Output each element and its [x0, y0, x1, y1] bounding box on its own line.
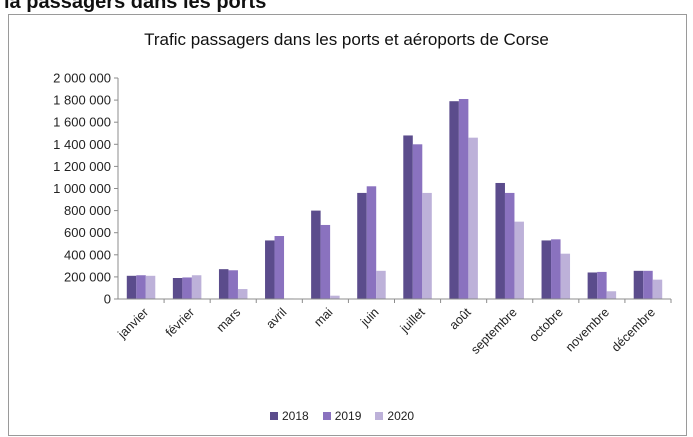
bar-2019-mai [320, 224, 331, 299]
bar-2020-juin [376, 270, 386, 299]
chart-frame [8, 14, 687, 436]
y-tick-label: 2 000 000 [53, 71, 111, 86]
bar-2018-mai [311, 210, 321, 299]
x-tick-label: octobre [527, 305, 566, 344]
bar-2018-février [172, 278, 183, 299]
bar-2018-août [449, 101, 459, 299]
bar-2018-octobre [541, 240, 552, 299]
y-tick-label: 200 000 [64, 269, 111, 284]
y-tick-label: 400 000 [64, 247, 111, 262]
y-tick-label: 600 000 [64, 225, 111, 240]
bar-2018-avril [265, 240, 275, 299]
y-axis-ticks: 0 200 000 400 000 600 000 800 000 1 000 000 1 … [53, 71, 118, 307]
bar-2018-juin [357, 192, 367, 299]
bar-2020-mai [330, 295, 340, 299]
bar-2019-août [458, 98, 469, 300]
legend-label: 2019 [334, 409, 362, 423]
bar-2018-mars [218, 269, 229, 299]
y-tick-label: 1 800 000 [53, 93, 111, 108]
bar-2019-juillet [412, 144, 423, 299]
legend-label: 2020 [387, 409, 415, 423]
bar-2020-janvier [145, 275, 156, 299]
bar-2020-mars [237, 289, 248, 299]
x-tick-label: mars [214, 305, 244, 335]
bar-2020-août [468, 137, 478, 299]
legend-item-2018: 2018 [270, 409, 309, 423]
x-tick-label: juin [357, 305, 381, 329]
bar-2019-janvier [136, 275, 146, 299]
bar-2019-février [182, 277, 192, 299]
bar-2018-janvier [126, 275, 137, 299]
x-tick-label: mai [311, 305, 335, 329]
y-tick-label: 800 000 [64, 203, 111, 218]
x-tick-label: juillet [397, 305, 428, 336]
bar-2020-février [191, 275, 202, 299]
bar-2020-novembre [606, 291, 617, 299]
y-tick-label: 1 400 000 [53, 137, 111, 152]
legend-swatch [322, 412, 331, 420]
y-tick-label: 0 [104, 292, 111, 307]
legend-swatch [270, 412, 278, 420]
legend: 2018 2019 2020 [270, 408, 414, 424]
chart-title: Trafic passagers dans les ports et aérop… [144, 30, 549, 49]
bar-2019-décembre [643, 270, 653, 299]
x-tick-label: août [447, 305, 474, 332]
header-fragment: la passagers dans les ports [4, 0, 267, 13]
y-tick-label: 1 200 000 [53, 159, 111, 174]
bar-2019-mars [228, 270, 238, 299]
y-tick-label: 1 600 000 [53, 115, 111, 130]
x-tick-label: novembre [563, 305, 612, 354]
legend-swatch [375, 412, 384, 420]
bars [126, 98, 672, 303]
legend-label: 2018 [282, 409, 309, 423]
bar-2019-octobre [551, 239, 561, 299]
bar-2019-novembre [597, 271, 607, 299]
bar-2018-septembre [495, 182, 505, 299]
bar-2018-juillet [403, 135, 413, 299]
bar-2020-septembre [514, 221, 524, 299]
bar-2018-novembre [587, 272, 598, 299]
bar-2020-juillet [422, 192, 432, 299]
header-strip: la passagers dans les ports [0, 0, 693, 14]
bar-2019-avril [274, 236, 285, 299]
bar-2019-septembre [504, 192, 515, 299]
x-tick-label: février [163, 305, 197, 339]
x-axis-ticks: janvier février mars avril mai juin juillet aoû… [115, 305, 659, 357]
x-tick-label: janvier [115, 305, 152, 342]
y-tick-label: 1 000 000 [53, 181, 111, 196]
legend-item-2019: 2019 [322, 409, 362, 423]
x-tick-label: décembre [609, 305, 658, 354]
bar-2020-octobre [560, 253, 571, 299]
x-tick-label: septembre [468, 305, 520, 357]
x-tick-label: avril [263, 305, 289, 331]
bar-2018-décembre [633, 270, 644, 299]
legend-item-2020: 2020 [375, 409, 414, 423]
bar-2020-décembre [652, 279, 663, 299]
bar-2019-juin [366, 186, 377, 299]
